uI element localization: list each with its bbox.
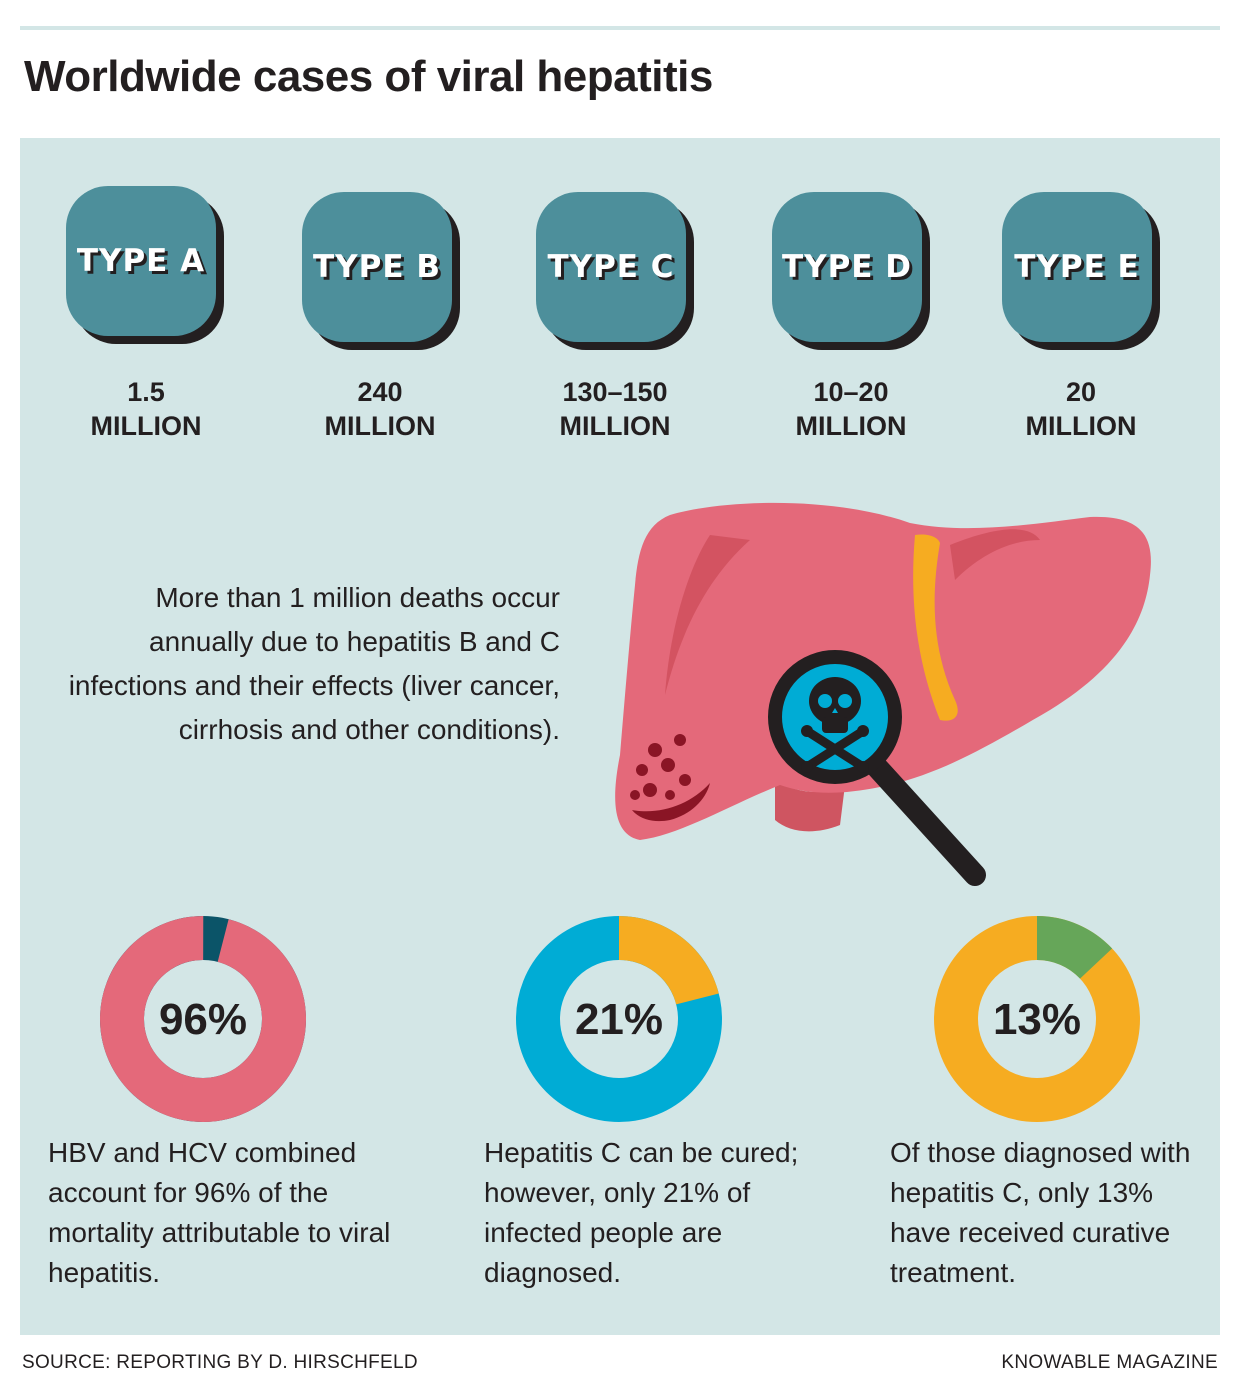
- donut-treated-segment: [934, 916, 1140, 1122]
- type-b-badge: TYPE B: [302, 192, 460, 350]
- stat-mortality-description: HBV and HCV combined account for 96% of …: [48, 1137, 391, 1288]
- donut-chart-mortality: 96%: [100, 915, 306, 1122]
- type-d-badge: TYPE D: [772, 192, 930, 350]
- liver-lesions: [630, 734, 691, 800]
- top-rule: [20, 26, 1220, 30]
- footer-source: SOURCE: REPORTING BY D. HIRSCHFELD: [22, 1352, 418, 1373]
- type-e-count: 20 MILLION: [971, 375, 1191, 443]
- type-c-count: 130–150 MILLION: [505, 375, 725, 443]
- type-b-count-value: 240: [357, 377, 403, 407]
- type-d-count: 10–20 MILLION: [741, 375, 961, 443]
- type-a-count: 1.5 MILLION: [36, 375, 256, 443]
- type-a-count-value: 1.5: [127, 377, 165, 407]
- type-d-count-value: 10–20: [813, 377, 889, 407]
- type-a-label: TYPE A: [76, 243, 206, 279]
- donut-diagnosed-label: 21%: [575, 995, 663, 1044]
- type-b-count-unit: MILLION: [324, 411, 436, 441]
- liver-lesion-large: [632, 783, 710, 822]
- donut-chart-diagnosed: 21%: [516, 916, 722, 1122]
- type-c-badge: TYPE C: [536, 192, 694, 350]
- type-e-label: TYPE E: [1014, 249, 1140, 285]
- liver-lower-lobe: [775, 780, 845, 832]
- type-e-badge: TYPE E: [1002, 192, 1160, 350]
- type-b-label: TYPE B: [313, 249, 441, 285]
- type-a-badge: TYPE A: [66, 186, 224, 344]
- type-c-count-unit: MILLION: [559, 411, 671, 441]
- gallbladder: [913, 534, 958, 721]
- stat-diagnosed-description: Hepatitis C can be cured; however, only …: [484, 1137, 799, 1288]
- type-e-count-value: 20: [1065, 377, 1097, 407]
- magnifier-handle: [864, 754, 986, 886]
- donut-mortality-label: 96%: [159, 995, 247, 1044]
- type-a-count-unit: MILLION: [90, 411, 202, 441]
- liver-highlight-right: [950, 529, 1040, 580]
- footer-credit: KNOWABLE MAGAZINE: [1001, 1352, 1218, 1373]
- type-b-count: 240 MILLION: [270, 375, 490, 443]
- skull-crossbones-icon: [801, 677, 869, 773]
- donut-treated-label: 13%: [993, 995, 1081, 1044]
- page-title: Worldwide cases of viral hepatitis: [24, 52, 713, 101]
- liver-illustration: [615, 502, 1151, 886]
- deaths-text: More than 1 million deaths occur annuall…: [68, 582, 560, 745]
- type-c-count-value: 130–150: [562, 377, 668, 407]
- donut-chart-treated: 13%: [934, 916, 1140, 1122]
- type-e-count-unit: MILLION: [1025, 411, 1137, 441]
- donut-mortality-segment: [100, 915, 306, 1122]
- type-c-label: TYPE C: [547, 249, 675, 285]
- stat-treated-description: Of those diagnosed with hepatitis C, onl…: [890, 1137, 1191, 1288]
- type-d-count-unit: MILLION: [795, 411, 907, 441]
- liver-highlight-left: [665, 535, 750, 695]
- donut-diagnosed-segment: [516, 916, 722, 1122]
- type-d-label: TYPE D: [781, 249, 912, 285]
